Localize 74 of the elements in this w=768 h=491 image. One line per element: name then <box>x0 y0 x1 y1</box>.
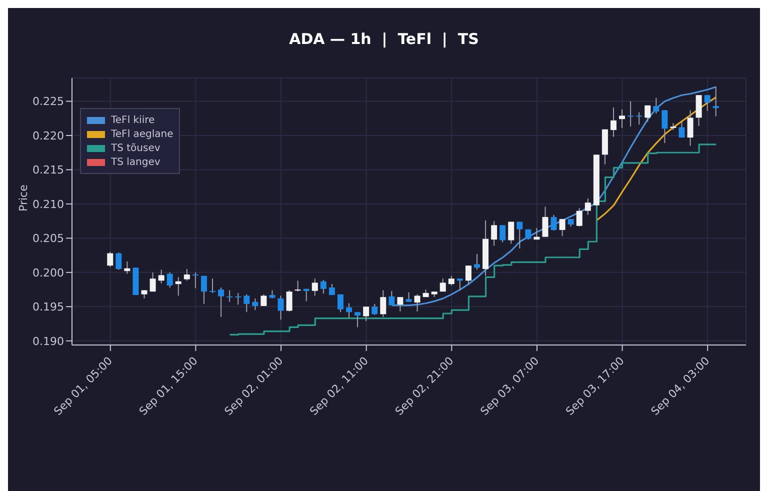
candlestick <box>491 220 498 246</box>
candlestick <box>712 86 719 117</box>
y-tick-label: 0.195 <box>32 300 64 314</box>
candlestick <box>320 279 326 294</box>
candlestick <box>166 272 173 288</box>
candlestick <box>363 306 370 322</box>
candlestick <box>576 208 582 228</box>
candlestick <box>696 94 702 126</box>
candlestick <box>303 288 310 302</box>
candlestick <box>619 108 626 128</box>
candlestick <box>406 292 412 302</box>
candlestick <box>192 272 198 289</box>
y-tick-label: 0.215 <box>32 164 64 177</box>
candlestick <box>687 110 694 146</box>
candlestick <box>354 312 361 328</box>
candlestick <box>260 294 267 306</box>
candlestick <box>116 252 122 270</box>
candlestick <box>388 290 395 306</box>
candlestick <box>653 97 660 114</box>
candlestick <box>500 224 506 243</box>
candlestick <box>662 110 668 144</box>
candlestick <box>244 294 250 313</box>
candlestick <box>474 253 480 270</box>
line-series <box>596 96 717 222</box>
candlestick <box>184 268 190 282</box>
candlestick <box>150 272 156 292</box>
candlestick <box>380 290 386 318</box>
chart-title: ADA — 1h | TeFl | TS <box>288 29 480 50</box>
candlestick <box>286 290 292 312</box>
candlestick <box>440 278 446 292</box>
candlestick <box>550 214 557 232</box>
candlestick <box>456 278 463 291</box>
legend-label: TS tõusev <box>111 142 160 154</box>
candlestick <box>252 298 258 311</box>
legend-label: TeFl aeglane <box>111 128 174 140</box>
candlestick <box>235 292 242 306</box>
y-tick-label: 0.220 <box>32 129 64 142</box>
candlestick <box>175 276 182 296</box>
candlestick <box>226 290 233 302</box>
candlestick <box>397 296 404 312</box>
candlestick <box>294 280 301 292</box>
candlestick <box>508 221 514 244</box>
y-tick-label: 0.225 <box>32 95 64 108</box>
candlestick <box>628 100 634 128</box>
y-tick-label: 0.200 <box>32 266 64 280</box>
candlestick <box>158 269 164 284</box>
candlestick <box>704 94 710 112</box>
candlestick <box>107 251 114 268</box>
candlestick <box>542 206 548 238</box>
candlestick <box>218 286 224 318</box>
candlestick <box>337 294 344 313</box>
candlestick <box>346 302 352 318</box>
y-axis-title: Price <box>16 184 30 212</box>
candlestick <box>636 112 642 126</box>
candlestick <box>124 260 130 274</box>
candlestick <box>278 295 284 320</box>
legend-label: TS langev <box>111 156 160 168</box>
y-tick-label: 0.205 <box>32 232 64 246</box>
candlestick <box>210 278 216 294</box>
candlestick <box>465 265 472 285</box>
candlestick <box>610 106 616 138</box>
candlestick <box>584 198 591 216</box>
candlestick <box>516 221 523 249</box>
candlestick <box>644 104 651 122</box>
candlestick <box>200 275 207 304</box>
candlestick <box>414 294 420 312</box>
candlestick <box>312 278 318 296</box>
y-tick-label: 0.190 <box>32 334 64 348</box>
candlestick <box>559 218 566 237</box>
candlestick <box>448 275 454 286</box>
candlestick <box>372 303 378 316</box>
legend-label: TeFl kiire <box>111 114 155 126</box>
y-tick-label: 0.210 <box>32 198 64 211</box>
candlestick <box>678 121 685 138</box>
